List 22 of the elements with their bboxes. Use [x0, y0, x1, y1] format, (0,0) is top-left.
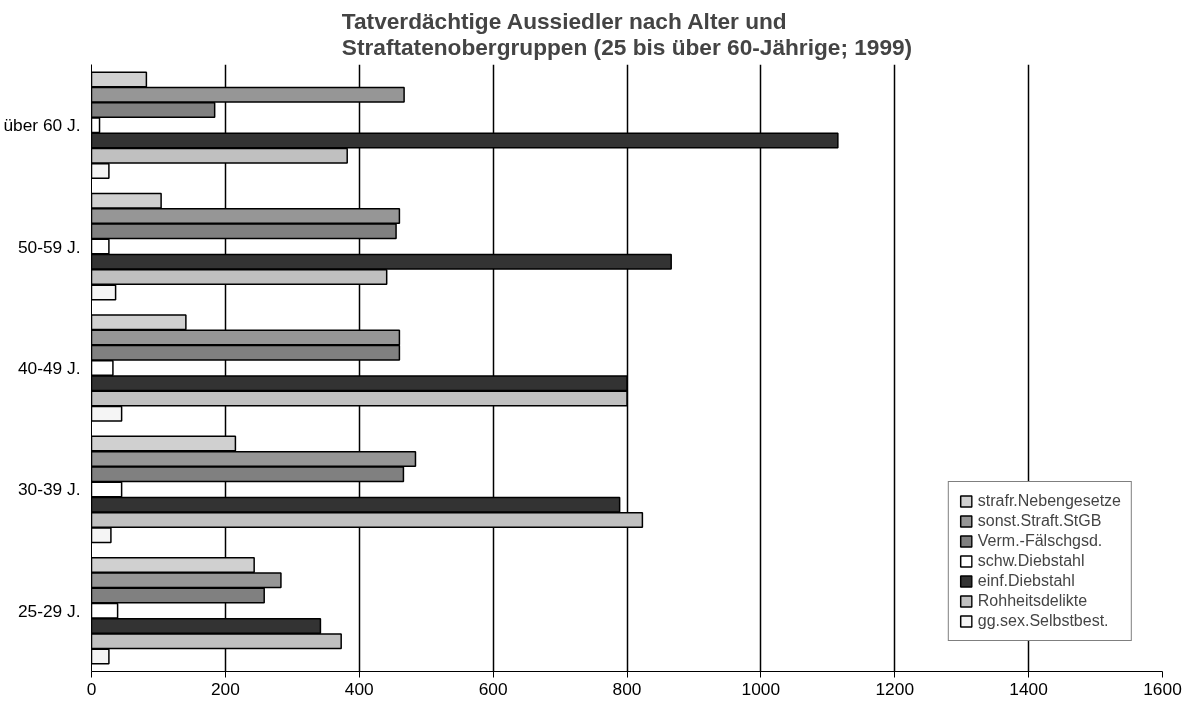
- legend-label: sonst.Straft.StGB: [977, 512, 1102, 530]
- x-tick-label: 1400: [1009, 678, 1048, 699]
- x-tick-label: 1200: [875, 678, 915, 699]
- y-tick-label: 50-59 J.: [17, 236, 81, 257]
- y-tick-label: 25-29 J.: [17, 600, 81, 621]
- x-tick-label: 0: [86, 678, 97, 699]
- x-tick-label: 1600: [1143, 678, 1182, 699]
- legend-label: strafr.Nebengesetze: [977, 492, 1121, 510]
- legend-label: gg.sex.Selbstbest.: [977, 612, 1109, 630]
- y-tick-label: über 60 J.: [3, 115, 81, 136]
- chart-title: Tatverdächtige Aussiedler nach Alter und Straftatenobergruppen (25 bis über 60-Jährige; 1999): [341, 7, 913, 60]
- legend-label: einf.Diebstahl: [977, 572, 1075, 590]
- x-tick-label: 400: [344, 678, 374, 699]
- x-tick-label: 200: [210, 678, 240, 699]
- x-tick-label: 1000: [741, 678, 781, 699]
- y-tick-label: 30-39 J.: [17, 479, 81, 500]
- legend-label: Rohheitsdelikte: [977, 592, 1088, 610]
- legend-label: schw.Diebstahl: [977, 552, 1085, 570]
- legend-label: Verm.-Fälschgsd.: [977, 532, 1103, 550]
- x-tick-label: 800: [612, 678, 642, 699]
- y-tick-label: 40-49 J.: [17, 358, 81, 378]
- x-tick-label: 600: [478, 678, 508, 699]
